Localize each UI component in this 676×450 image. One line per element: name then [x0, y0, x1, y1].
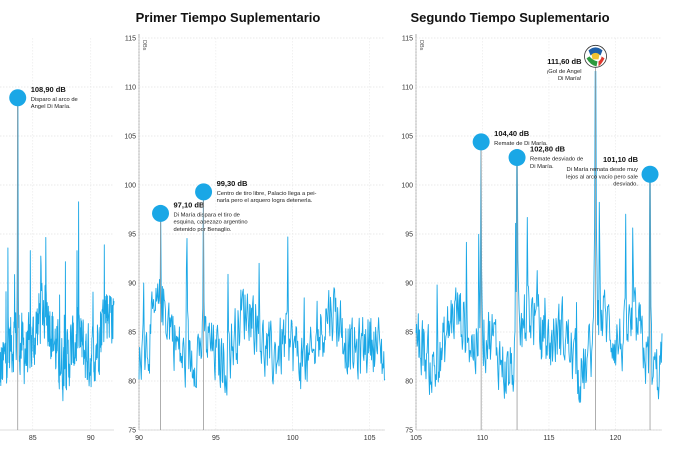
y-tick-label: 75 [405, 428, 413, 435]
y-tick-label: 80 [128, 379, 136, 386]
series-line [138, 191, 386, 396]
y-tick-label: 75 [128, 428, 136, 435]
ball-patch-blue [588, 47, 603, 56]
y-axis-label: DBs [418, 40, 424, 51]
y-tick-label: 105 [401, 134, 413, 141]
y-tick-label: 110 [125, 85, 136, 92]
annotation-value: 108,90 dB [31, 85, 67, 94]
y-tick-label: 85 [405, 330, 413, 337]
annotation-marker [641, 165, 659, 183]
chart-title: Primer Tiempo Suplementario [136, 10, 321, 25]
annotation-text: Centro de tiro libre, Palacio llega a pe… [217, 191, 317, 197]
soccer-ball-icon [584, 44, 607, 68]
y-tick-label: 90 [405, 281, 413, 288]
annotation-value: 102,80 dB [530, 145, 566, 154]
annotation-value: 99,30 dB [217, 179, 248, 188]
series-line [415, 70, 663, 403]
y-tick-label: 110 [402, 85, 413, 92]
x-tick-label: 105 [410, 435, 422, 442]
x-tick-label: 115 [543, 435, 554, 442]
annotation-value: 97,10 dB [174, 200, 205, 209]
x-tick-label: 120 [610, 435, 622, 442]
annotation-text: lejos al arco vacío pero sale [566, 174, 638, 180]
y-tick-label: 115 [402, 36, 413, 43]
x-tick-label: 90 [135, 435, 143, 442]
annotation-text: Disparo al arco de [31, 97, 78, 103]
y-tick-label: 95 [128, 232, 136, 239]
annotation-text: narla pero el arquero logra detenerla. [217, 198, 313, 204]
annotation-value: 104,40 dB [494, 129, 530, 138]
y-tick-label: 85 [128, 330, 136, 337]
y-tick-label: 100 [401, 183, 413, 190]
annotation-value: 101,10 dB [603, 155, 639, 164]
annotation-text: desviado. [613, 182, 638, 188]
annotation-text: Remate de Di María. [494, 141, 548, 147]
annotation-marker [152, 204, 170, 222]
y-tick-label: 80 [405, 379, 413, 386]
x-tick-label: 95 [212, 435, 220, 442]
annotation-text: Angel Di María. [31, 104, 71, 110]
annotation-marker [195, 183, 213, 201]
x-tick-label: 85 [29, 435, 37, 442]
annotation-text: Di María. [530, 164, 554, 170]
chart-panel-2: Segundo Tiempo Suplementario DBs 75 80 85 90 9… [401, 10, 663, 442]
x-tick-label: 100 [287, 435, 299, 442]
x-tick-label: 90 [87, 435, 95, 442]
annotation-text: detenido por Benaglio. [174, 227, 232, 233]
annotation-marker [472, 133, 490, 151]
annotation-marker [9, 89, 27, 107]
chart-panel-1: Primer Tiempo Suplementario DBs 75 80 85 90 95… [124, 10, 386, 442]
series-line [0, 97, 115, 402]
annotation-text: esquina, cabezazo argentino [174, 220, 248, 226]
annotation-text: ¡Gol de Angel [546, 69, 581, 75]
y-tick-label: 105 [124, 134, 136, 141]
annotation-marker [508, 149, 526, 167]
annotation-value: 111,60 dB [547, 57, 582, 66]
x-tick-label: 105 [364, 435, 376, 442]
annotation-text: Di María dispara el tiro de [174, 212, 240, 218]
ball-patch-red [598, 56, 605, 67]
chart-title: Segundo Tiempo Suplementario [410, 10, 609, 25]
y-tick-label: 90 [128, 281, 136, 288]
y-tick-label: 115 [125, 36, 136, 43]
annotation-text: Remate desviado de [530, 157, 583, 163]
ball-patch-yellow [591, 52, 600, 60]
ball-patch-green [586, 56, 598, 67]
y-tick-label: 100 [124, 183, 136, 190]
y-axis-label: DBs [141, 40, 147, 51]
annotation-text: Di María remata desde muy [567, 167, 639, 173]
annotation-text: Di María! [558, 76, 582, 82]
x-tick-label: 110 [477, 435, 488, 442]
y-tick-label: 95 [405, 232, 413, 239]
